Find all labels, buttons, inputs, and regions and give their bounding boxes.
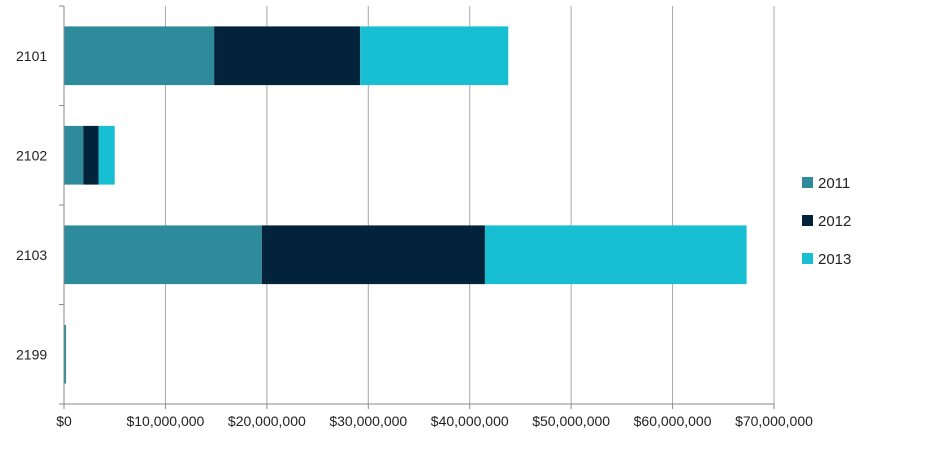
x-tick-label: $40,000,000	[431, 413, 509, 429]
bar-segment	[64, 225, 262, 285]
y-tick-label: 2103	[16, 247, 47, 263]
y-tick-label: 2102	[16, 147, 47, 163]
legend-label: 2013	[818, 251, 851, 268]
legend-swatch	[802, 177, 813, 188]
legend: 2011 2012 2013	[802, 175, 851, 268]
x-tick-label: $60,000,000	[634, 413, 712, 429]
x-tick-label: $0	[56, 413, 72, 429]
y-tick-label: 2101	[16, 48, 47, 64]
x-tick-label: $30,000,000	[329, 413, 407, 429]
bar-segment	[261, 225, 485, 285]
bar-segment	[484, 225, 747, 285]
x-tick-label: $20,000,000	[228, 413, 306, 429]
bar-segment	[64, 26, 215, 86]
bar-segment	[64, 125, 84, 185]
legend-label: 2012	[818, 213, 851, 230]
x-tick-label: $10,000,000	[126, 413, 204, 429]
bar-segment	[360, 26, 509, 86]
legend-swatch	[802, 253, 813, 264]
bar-segment	[83, 125, 99, 185]
bar-segment	[64, 324, 67, 384]
x-tick-label: $50,000,000	[532, 413, 610, 429]
legend-label: 2011	[818, 175, 850, 192]
bar-segment	[214, 26, 361, 86]
legend-swatch	[802, 215, 813, 226]
x-tick-label: $70,000,000	[735, 413, 813, 429]
y-tick-label: 2199	[16, 346, 47, 362]
bars	[64, 26, 747, 384]
bar-segment	[98, 125, 115, 185]
axes: 2101 2102 2103 2199 $0 $10,000,000 $20,000,000…	[16, 5, 813, 429]
